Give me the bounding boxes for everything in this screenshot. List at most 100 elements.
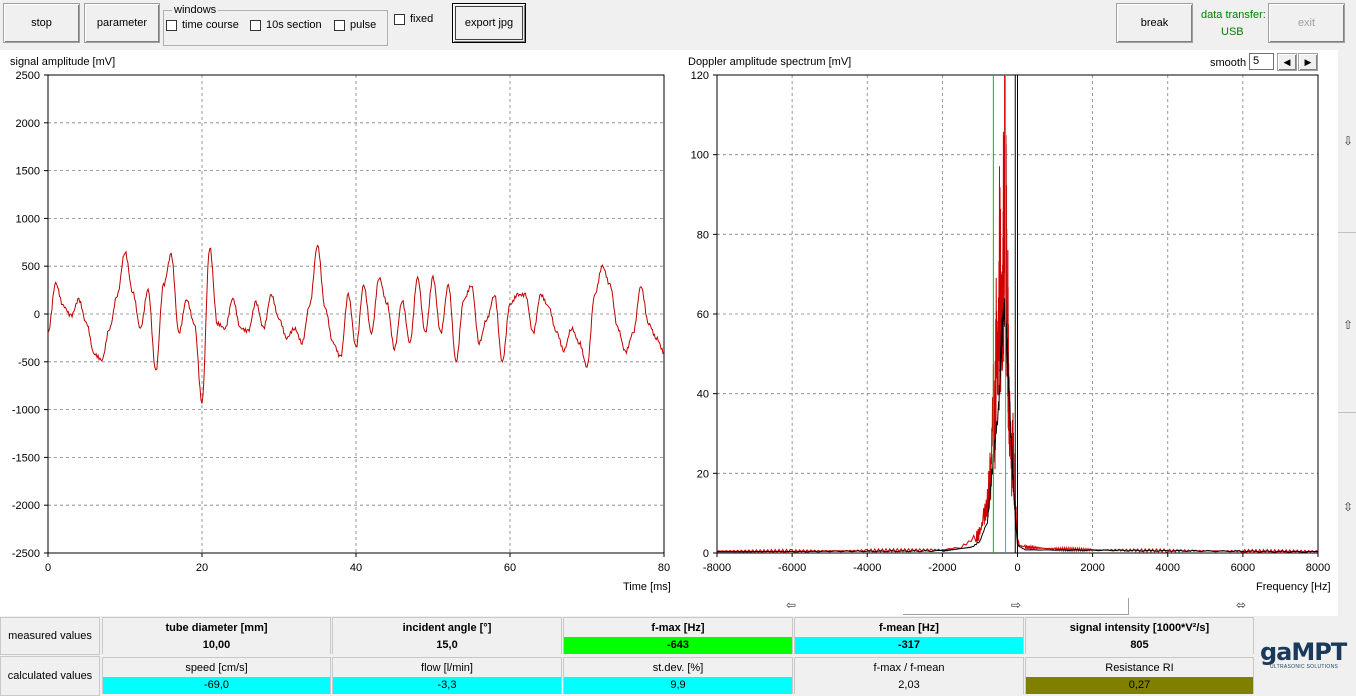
signal-series-line — [47, 244, 665, 404]
bottom-scroll-divider — [903, 614, 1129, 615]
fixed-label: fixed — [410, 13, 434, 25]
scroll-updown-icon[interactable]: ⇳ — [1343, 500, 1354, 514]
stop-button[interactable]: stop — [3, 3, 80, 43]
smooth-increment-button[interactable]: ▶ — [1298, 53, 1318, 71]
scroll-right-icon[interactable]: ⇨ — [1011, 598, 1022, 612]
exit-button[interactable]: exit — [1268, 3, 1345, 43]
scroll-down-icon[interactable]: ⇩ — [1343, 134, 1354, 148]
export-jpg-button[interactable]: export jpg — [452, 3, 526, 43]
right-xtick-label: 4000 — [1156, 562, 1180, 574]
left-plot-ylabel: signal amplitude [mV] — [10, 56, 116, 68]
left-ytick-label: 1000 — [16, 213, 40, 225]
left-plot-xlabel: Time [ms] — [623, 581, 671, 593]
right-ytick-label: 60 — [697, 309, 709, 321]
right-xtick-label: 2000 — [1080, 562, 1104, 574]
left-xtick-label: 60 — [504, 562, 516, 574]
smooth-decrement-button[interactable]: ◀ — [1277, 53, 1297, 71]
right-xtick-label: -6000 — [778, 562, 806, 574]
calculated-header-2: flow [l/min] — [332, 657, 562, 677]
left-ytick-label: -500 — [18, 357, 40, 369]
left-ytick-label: -2000 — [12, 500, 40, 512]
time-course-checkbox-box[interactable] — [166, 19, 177, 31]
right-ytick-label: 80 — [697, 229, 709, 241]
right-xtick-label: 6000 — [1231, 562, 1255, 574]
calculated-value-2: -3,3 — [332, 677, 562, 694]
left-plot-border — [47, 74, 665, 554]
right-xtick-label: -4000 — [853, 562, 881, 574]
right-xtick-label: -8000 — [703, 562, 731, 574]
left-ytick-label: -1500 — [12, 452, 40, 464]
smooth-label: smooth — [1210, 57, 1247, 69]
measured-header-2: incident angle [°] — [332, 617, 562, 637]
right-ytick-label: 100 — [691, 150, 709, 162]
calculated-value-4: 2,03 — [794, 677, 1024, 694]
spectrum-smoothed-line — [717, 298, 1319, 553]
right-ytick-label: 0 — [703, 548, 709, 560]
calculated-header-4: f-max / f-mean — [794, 657, 1024, 677]
section-checkbox-box[interactable] — [250, 19, 261, 31]
left-ytick-label: 500 — [22, 261, 40, 273]
data-transfer-value: USB — [1221, 26, 1244, 38]
right-plot-xlabel: Frequency [Hz] — [1256, 581, 1331, 593]
calculated-value-1: -69,0 — [102, 677, 331, 694]
right-chart: 0 20 40 60 80 100 120 -8000 -6000 -4000 -2000 0 2000… — [691, 70, 1331, 574]
scroll-left-icon[interactable]: ⇦ — [786, 598, 797, 612]
right-ytick-label: 20 — [697, 468, 709, 480]
measured-header-3: f-max [Hz] — [563, 617, 793, 637]
pulse-checkbox[interactable]: pulse — [334, 19, 376, 31]
measured-value-1: 10,00 — [102, 637, 331, 654]
left-xtick-label: 80 — [658, 562, 670, 574]
right-xtick-label: -2000 — [928, 562, 956, 574]
measured-value-5: 805 — [1025, 637, 1254, 654]
windows-groupbox: windows — [163, 4, 388, 46]
measured-value-3: -643 — [563, 637, 793, 654]
left-xtick-label: 20 — [196, 562, 208, 574]
fixed-checkbox[interactable]: fixed — [394, 13, 433, 25]
logo-wordmark: gaMPT — [1260, 638, 1347, 666]
section-label: 10s section — [266, 19, 322, 31]
measured-header-1: tube diameter [mm] — [102, 617, 331, 637]
time-course-checkbox[interactable]: time course — [166, 19, 239, 31]
bottom-scroll-divider-edge — [1128, 598, 1129, 615]
pulse-checkbox-box[interactable] — [334, 19, 345, 31]
gampt-logo: gaMPT ULTRASONIC SOLUTIONS — [1260, 640, 1354, 672]
left-ytick-label: 1500 — [16, 166, 40, 178]
left-ytick-label: 2500 — [16, 70, 40, 82]
break-button[interactable]: break — [1116, 3, 1193, 43]
data-transfer-label: data transfer: — [1201, 9, 1266, 21]
right-xtick-label: 8000 — [1306, 562, 1330, 574]
measured-header-5: signal intensity [1000*V²/s] — [1025, 617, 1254, 637]
measured-values-label: measured values — [0, 617, 100, 655]
measured-header-4: f-mean [Hz] — [794, 617, 1024, 637]
left-ytick-label: -1000 — [12, 405, 40, 417]
scroll-leftright-icon[interactable]: ⬄ — [1236, 598, 1247, 612]
measured-value-4: -317 — [794, 637, 1024, 654]
right-xtick-label: 0 — [1014, 562, 1020, 574]
right-ytick-label: 120 — [691, 70, 709, 82]
right-ytick-label: 40 — [697, 389, 709, 401]
scroll-up-icon[interactable]: ⇧ — [1343, 318, 1354, 332]
left-ytick-label: 0 — [34, 309, 40, 321]
left-ytick-label: 2000 — [16, 118, 40, 130]
calculated-header-1: speed [cm/s] — [102, 657, 331, 677]
calculated-values-label: calculated values — [0, 656, 100, 696]
left-ytick-label: -2500 — [12, 548, 40, 560]
time-course-label: time course — [182, 19, 239, 31]
calculated-header-5: Resistance RI — [1025, 657, 1254, 677]
pulse-label: pulse — [350, 19, 377, 31]
parameter-button[interactable]: parameter — [84, 3, 160, 43]
right-side-tick-1 — [1338, 232, 1356, 233]
calculated-value-5: 0,27 — [1025, 677, 1254, 694]
left-xtick-label: 0 — [45, 562, 51, 574]
measured-value-2: 15,0 — [332, 637, 562, 654]
left-xtick-label: 40 — [350, 562, 362, 574]
right-side-divider — [1338, 50, 1356, 616]
section-checkbox[interactable]: 10s section — [250, 19, 322, 31]
right-side-tick-2 — [1338, 412, 1356, 413]
smooth-input[interactable]: 5 — [1249, 53, 1274, 70]
windows-legend: windows — [172, 4, 219, 16]
calculated-header-3: st.dev. [%] — [563, 657, 793, 677]
right-plot-ylabel: Doppler amplitude spectrum [mV] — [688, 56, 852, 68]
left-chart: 2500 2000 1500 1000 500 0 -500 -1000 -1500 -2000 -… — [12, 70, 670, 574]
fixed-checkbox-box[interactable] — [394, 13, 405, 25]
